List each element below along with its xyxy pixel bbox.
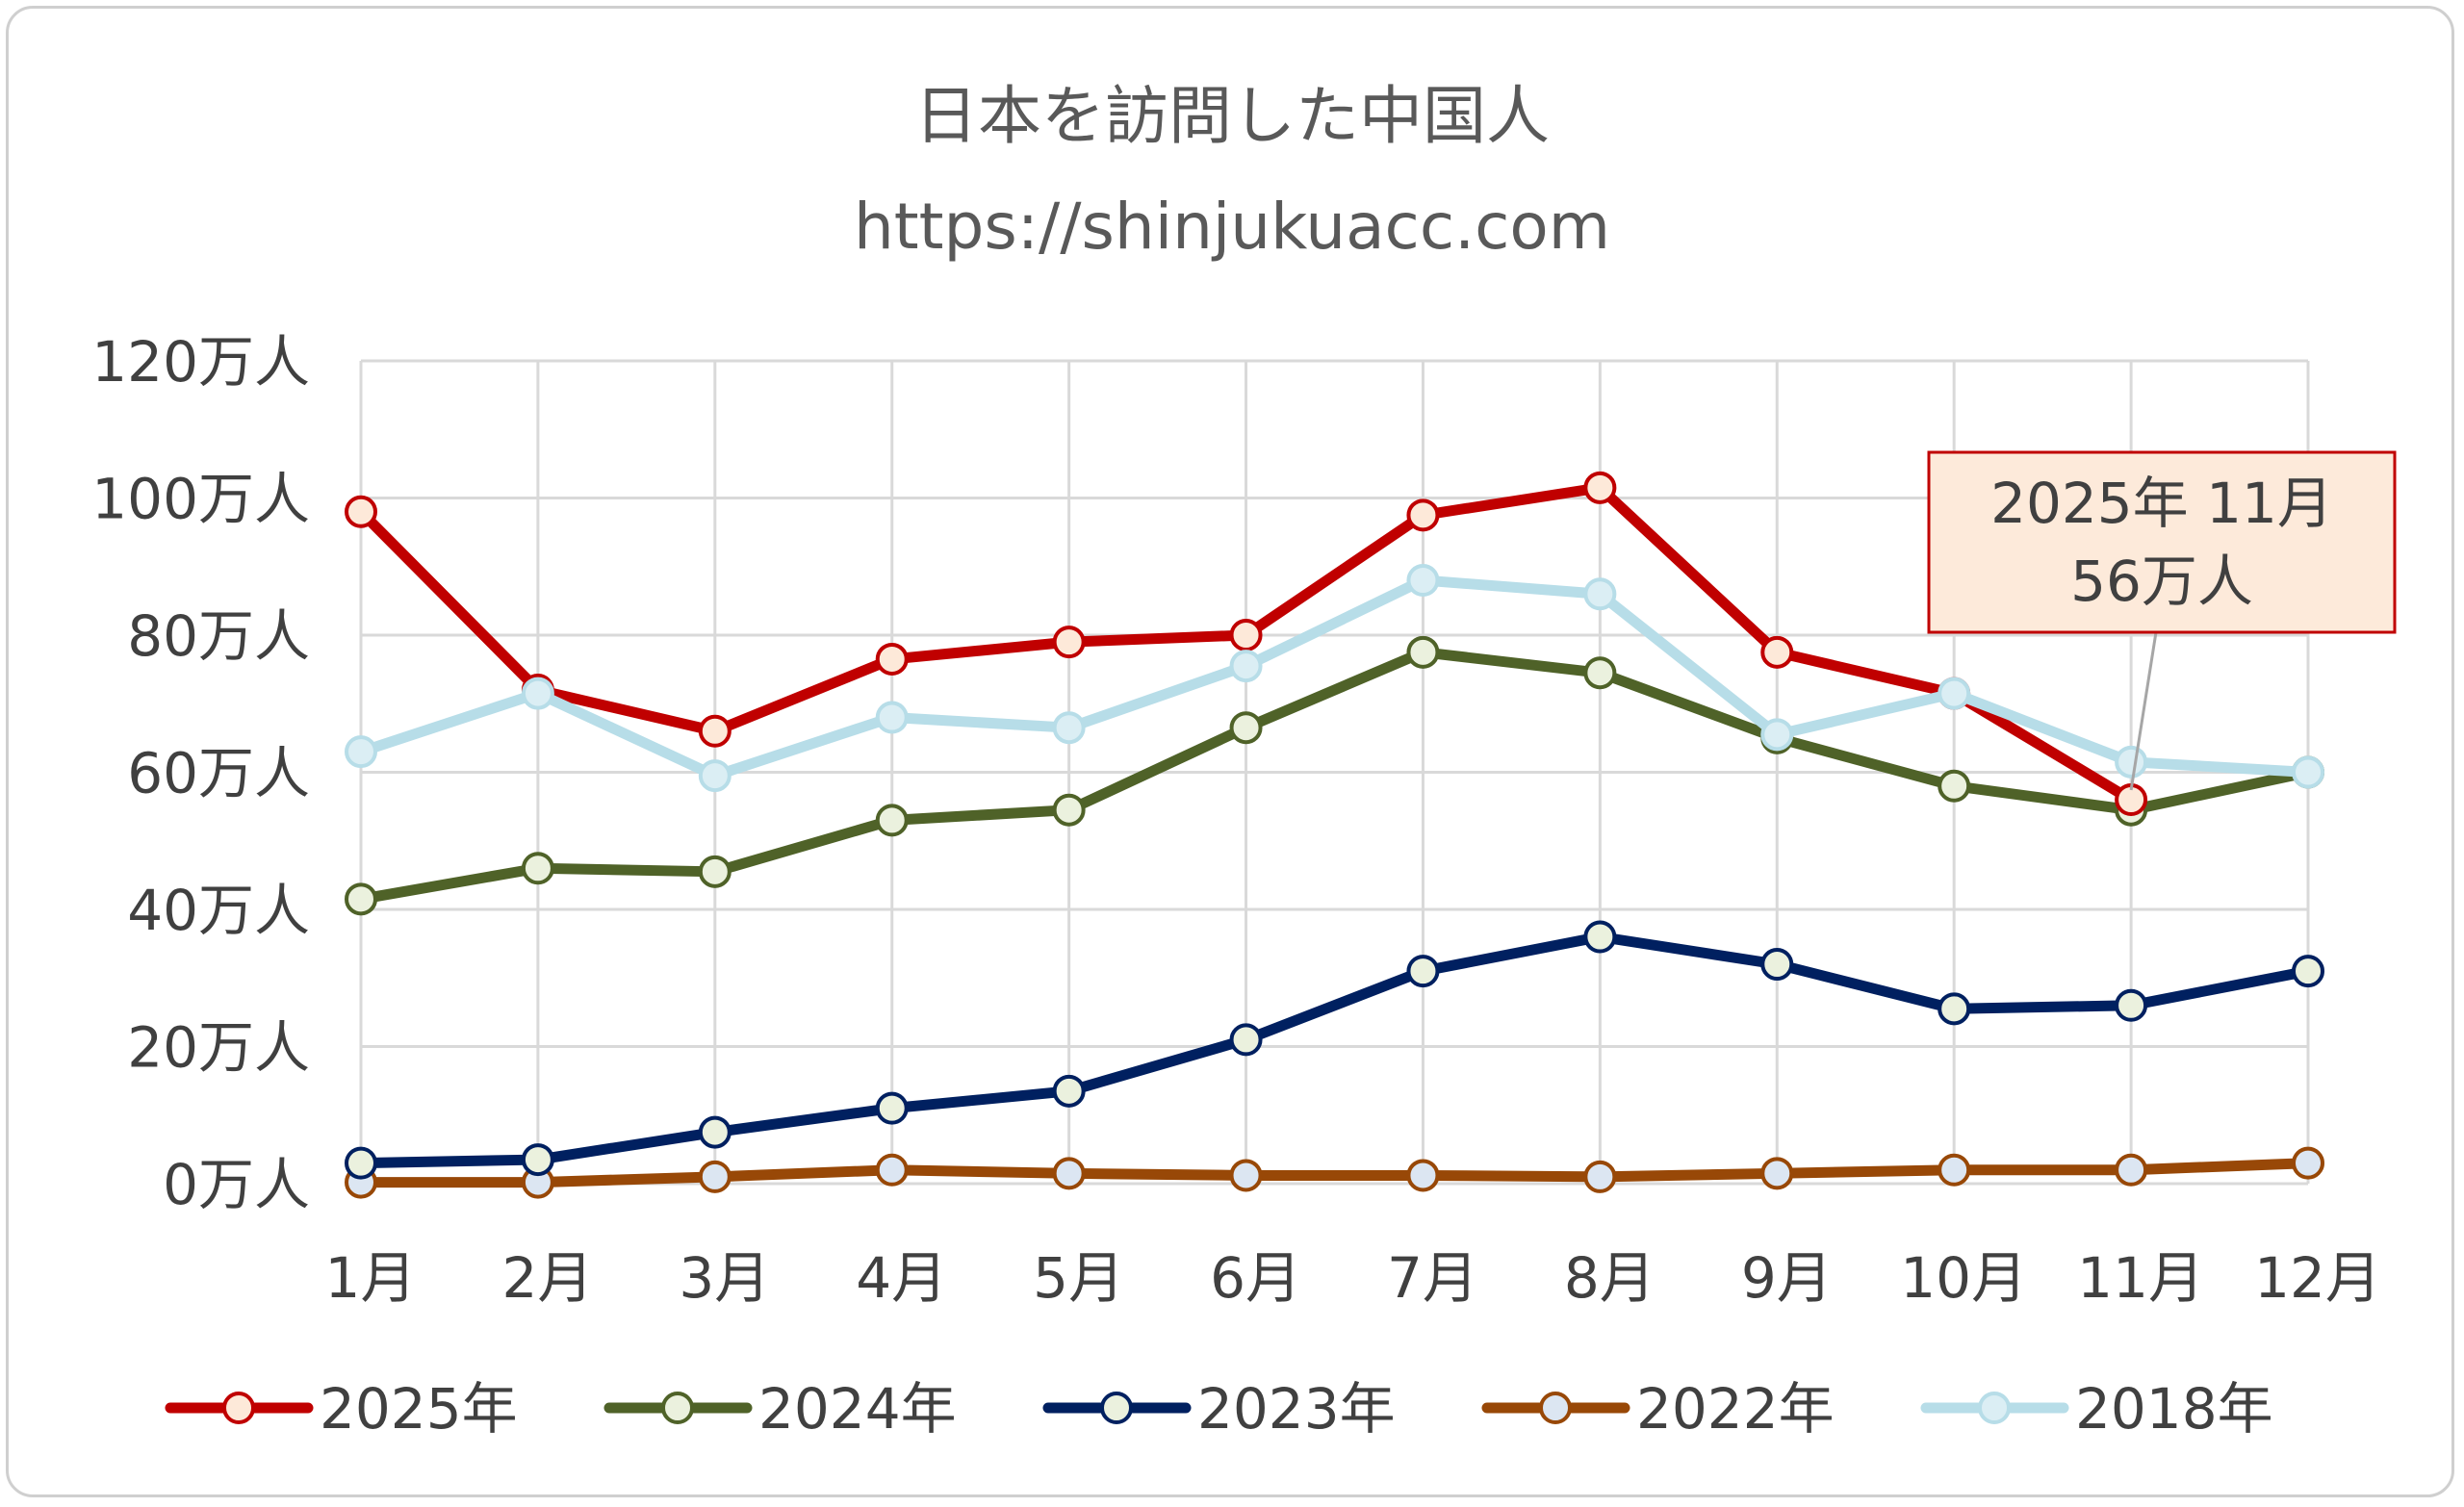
y-tick-label: 100万人 [91, 467, 310, 532]
data-point [1052, 793, 1086, 827]
data-callout: 2025年 11月 56万人 [1927, 450, 2397, 791]
data-point [1406, 564, 1440, 597]
chart-title: 日本を訪問した中国人 [914, 79, 1550, 153]
data-point [1229, 650, 1263, 683]
data-point [1938, 677, 1971, 710]
series-line [355, 1158, 2314, 1188]
data-point [1583, 471, 1617, 504]
legend-marker [1978, 1392, 2011, 1424]
x-tick-label: 4月 [856, 1245, 947, 1311]
legend-marker [1539, 1392, 1572, 1424]
data-point [698, 1115, 732, 1149]
y-tick-label: 60万人 [127, 741, 310, 806]
data-point [698, 759, 732, 793]
data-point [1938, 1153, 1971, 1187]
legend-marker [222, 1392, 255, 1424]
data-point [1760, 718, 1794, 752]
chart-subtitle: https://shinjukuacc.com [854, 190, 1610, 264]
data-point [1406, 955, 1440, 988]
data-point [1052, 1157, 1086, 1190]
data-point [875, 804, 909, 837]
x-tick-label: 11月 [2077, 1245, 2204, 1311]
data-point [345, 735, 377, 769]
legend-marker [661, 1392, 694, 1424]
data-point [875, 1091, 909, 1125]
series-line [355, 575, 2314, 781]
data-point [2292, 755, 2324, 789]
data-point [1229, 1159, 1263, 1192]
x-tick-label: 8月 [1564, 1245, 1656, 1311]
legend-label: 2023年 [1197, 1376, 1396, 1442]
data-point [875, 1153, 909, 1187]
data-point [521, 677, 554, 710]
data-point [2115, 1153, 2148, 1187]
x-tick-label: 5月 [1033, 1245, 1124, 1311]
data-point [345, 882, 377, 916]
data-point [521, 852, 554, 885]
x-tick-label: 12月 [2254, 1245, 2381, 1311]
data-point [1052, 711, 1086, 745]
x-tick-label: 7月 [1387, 1245, 1478, 1311]
series-line [355, 932, 2314, 1169]
y-tick-label: 120万人 [91, 329, 310, 395]
data-point [345, 495, 377, 528]
legend-marker [1100, 1392, 1133, 1424]
data-point [1760, 948, 1794, 981]
callout-label-value: 56万人 [2070, 549, 2253, 614]
data-point [1229, 711, 1263, 745]
data-point [1760, 635, 1794, 669]
callout-leader-line [2129, 631, 2158, 791]
data-point [1583, 920, 1617, 954]
x-tick-label: 10月 [1900, 1245, 2027, 1311]
series-lines [345, 471, 2324, 1199]
data-point [1229, 619, 1263, 651]
data-point [1583, 1160, 1617, 1193]
x-tick-label: 6月 [1210, 1245, 1301, 1311]
data-point [521, 1143, 554, 1177]
data-point [875, 701, 909, 734]
data-point [1052, 1074, 1086, 1108]
x-tick-label: 3月 [679, 1245, 770, 1311]
data-point [1938, 769, 1971, 803]
data-point [1583, 656, 1617, 690]
data-point [1406, 498, 1440, 532]
callout-label-period: 2025年 11月 [1990, 471, 2333, 536]
x-tick-label: 9月 [1741, 1245, 1833, 1311]
y-tick-label: 80万人 [127, 603, 310, 669]
legend: 2025年 2024年 2023年 2022年 2018年 [165, 1376, 2273, 1442]
legend-label: 2025年 [320, 1376, 518, 1442]
series-line [355, 647, 2314, 905]
data-point [1760, 1157, 1794, 1190]
data-point [698, 714, 732, 748]
legend-label: 2024年 [758, 1376, 957, 1442]
data-point [2292, 955, 2324, 988]
data-point [2115, 988, 2148, 1022]
data-point [698, 855, 732, 888]
axis-labels: 0万人 20万人 40万人 60万人 80万人 100万人 120万人 1月 2月 3月 4月 5月 6… [91, 329, 2381, 1311]
data-point [345, 1146, 377, 1180]
data-point [1938, 992, 1971, 1026]
y-tick-label: 20万人 [127, 1015, 310, 1081]
data-point [1406, 635, 1440, 669]
legend-label: 2022年 [1636, 1376, 1835, 1442]
data-point [1583, 577, 1617, 611]
x-tick-label: 2月 [501, 1245, 593, 1311]
data-point [2292, 1146, 2324, 1180]
x-tick-label: 1月 [325, 1245, 417, 1311]
data-point [698, 1160, 732, 1193]
y-tick-label: 40万人 [127, 878, 310, 943]
legend-label: 2018年 [2075, 1376, 2273, 1442]
callout-box [1927, 450, 2397, 634]
data-point [2115, 745, 2148, 779]
data-point [1229, 1023, 1263, 1057]
data-point [1406, 1159, 1440, 1192]
data-point [875, 642, 909, 676]
data-point [1052, 626, 1086, 659]
y-tick-label: 0万人 [163, 1152, 310, 1217]
